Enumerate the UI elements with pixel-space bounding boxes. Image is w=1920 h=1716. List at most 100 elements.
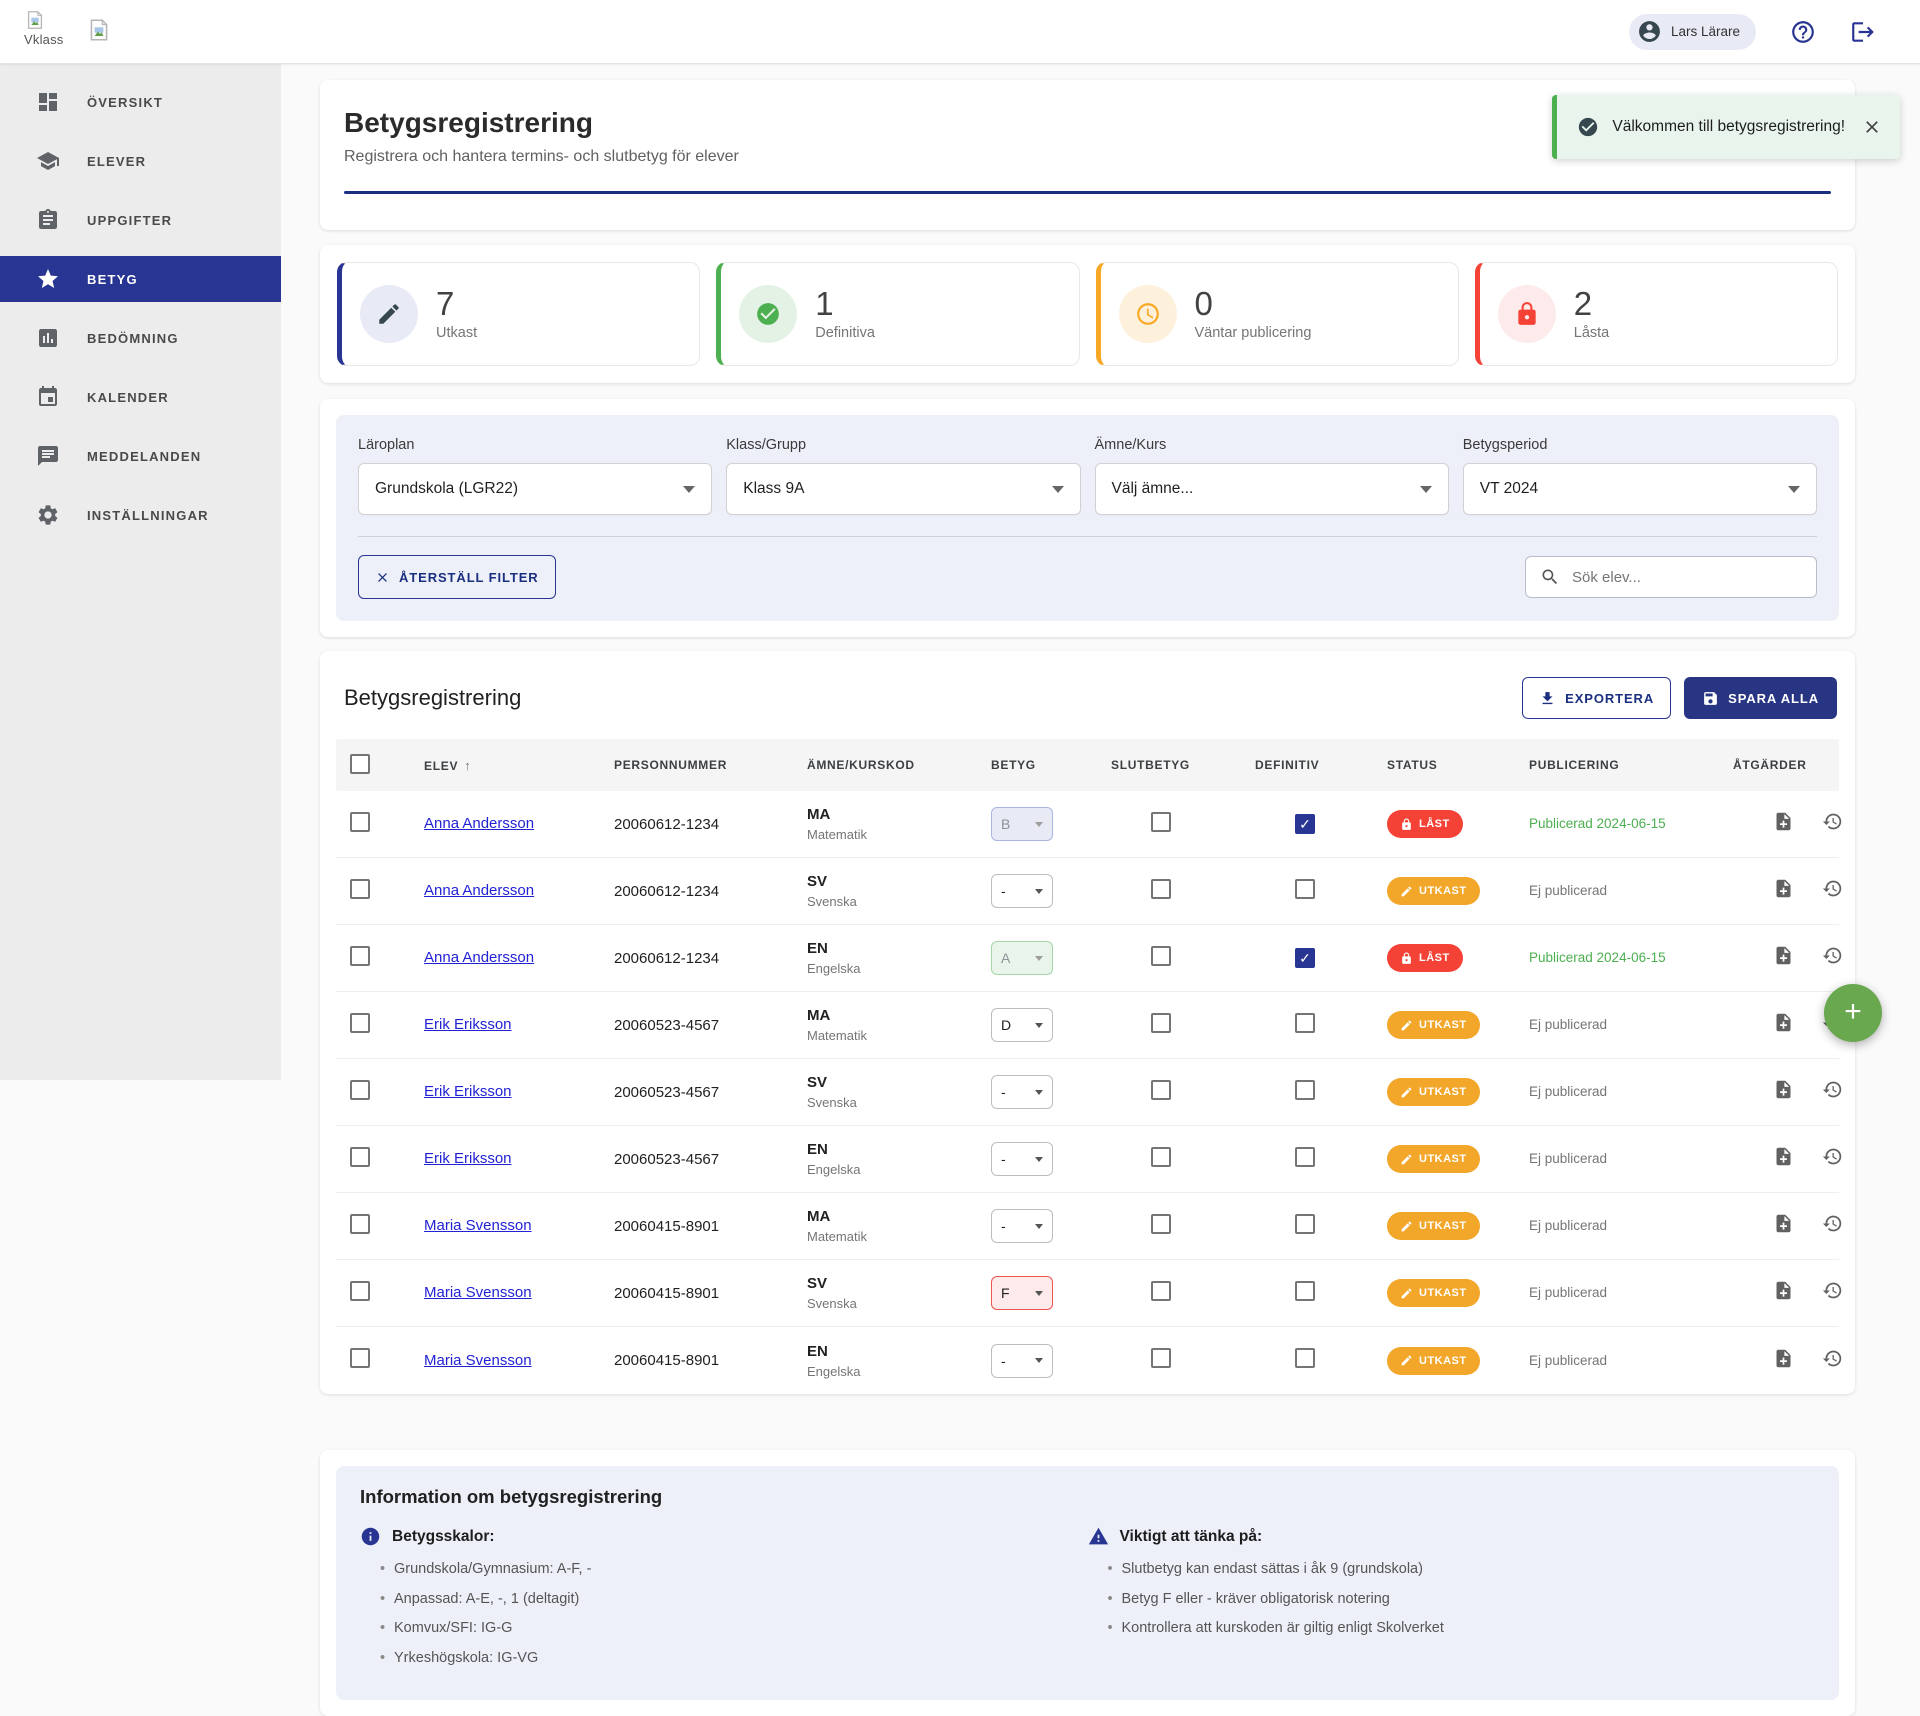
- sidebar-item-kalender[interactable]: KALENDER: [0, 374, 281, 420]
- grade-select[interactable]: B: [991, 807, 1053, 841]
- row-checkbox[interactable]: [350, 945, 370, 966]
- reset-filter-button[interactable]: ÅTERSTÄLL FILTER: [358, 555, 556, 599]
- grade-select[interactable]: -: [991, 1209, 1053, 1243]
- slutbetyg-checkbox[interactable]: [1151, 1280, 1171, 1301]
- student-link[interactable]: Anna Andersson: [424, 882, 535, 899]
- student-link[interactable]: Maria Svensson: [424, 1351, 532, 1369]
- student-link[interactable]: Anna Andersson: [424, 815, 535, 832]
- close-icon[interactable]: [1862, 117, 1882, 137]
- amne-kurs-select[interactable]: Välj ämne...: [1094, 463, 1449, 515]
- sidebar-item-installningar[interactable]: INSTÄLLNINGAR: [0, 492, 281, 538]
- row-checkbox[interactable]: [350, 1348, 370, 1368]
- note-add-button[interactable]: [1773, 1012, 1794, 1038]
- export-button[interactable]: EXPORTERA: [1522, 677, 1672, 719]
- publicering-text: Ej publicerad: [1529, 1151, 1608, 1166]
- history-button[interactable]: [1822, 878, 1843, 904]
- note-add-button[interactable]: [1773, 811, 1794, 837]
- sidebar-item-bedomning[interactable]: BEDÖMNING: [0, 315, 281, 361]
- user-menu[interactable]: Lars Lärare: [1628, 13, 1756, 50]
- row-checkbox[interactable]: [350, 1012, 370, 1033]
- laroplan-select[interactable]: Grundskola (LGR22): [358, 463, 713, 515]
- definitiv-checkbox[interactable]: [1295, 1213, 1315, 1234]
- note-add-button[interactable]: [1773, 1079, 1794, 1105]
- history-button[interactable]: [1822, 945, 1843, 971]
- note-add-button[interactable]: [1773, 878, 1794, 904]
- sidebar-item-oversikt[interactable]: ÖVERSIKT: [0, 79, 281, 125]
- note-add-button[interactable]: [1773, 945, 1794, 971]
- klass-grupp-select[interactable]: Klass 9A: [726, 463, 1081, 515]
- slutbetyg-checkbox[interactable]: [1151, 811, 1171, 832]
- student-link[interactable]: Erik Eriksson: [424, 1016, 512, 1033]
- search-icon: [1542, 569, 1558, 585]
- note-add-button[interactable]: [1773, 1213, 1794, 1239]
- history-button[interactable]: [1822, 1213, 1843, 1239]
- note-add-icon: [1776, 1080, 1791, 1099]
- help-icon[interactable]: [1790, 19, 1816, 45]
- sidebar-item-meddelanden[interactable]: MEDDELANDEN: [0, 433, 281, 479]
- slutbetyg-checkbox[interactable]: [1151, 878, 1171, 899]
- logout-icon[interactable]: [1850, 19, 1876, 45]
- row-checkbox[interactable]: [350, 1213, 370, 1234]
- history-button[interactable]: [1822, 1348, 1843, 1374]
- row-checkbox[interactable]: [350, 878, 370, 899]
- slutbetyg-checkbox[interactable]: [1151, 1213, 1171, 1234]
- definitiv-checkbox[interactable]: [1295, 1146, 1315, 1167]
- grade-select[interactable]: -: [991, 1075, 1053, 1109]
- chevron-down-icon: [1035, 1223, 1043, 1229]
- filter-card: Läroplan Grundskola (LGR22) Klass/Grupp …: [320, 399, 1855, 637]
- definitiv-checkbox[interactable]: [1295, 1079, 1315, 1100]
- sidebar-item-uppgifter[interactable]: UPPGIFTER: [0, 197, 281, 243]
- history-button[interactable]: [1822, 1079, 1843, 1105]
- page-subtitle: Registrera och hantera termins- och slut…: [344, 148, 739, 165]
- definitiv-checkbox[interactable]: [1295, 814, 1315, 834]
- slutbetyg-checkbox[interactable]: [1151, 1012, 1171, 1033]
- definitiv-checkbox[interactable]: [1295, 878, 1315, 899]
- row-checkbox[interactable]: [350, 1146, 370, 1167]
- column-header-amne-kurskod: ÄMNE/KURSKOD: [807, 758, 915, 772]
- history-button[interactable]: [1822, 1280, 1843, 1306]
- list-item: Kontrollera att kurskoden är giltig enli…: [1108, 1614, 1816, 1644]
- row-checkbox[interactable]: [350, 1280, 370, 1301]
- sidebar-item-elever[interactable]: ELEVER: [0, 138, 281, 184]
- student-link[interactable]: Anna Andersson: [424, 949, 535, 966]
- grade-select[interactable]: -: [991, 874, 1053, 908]
- student-link[interactable]: Maria Svensson: [424, 1217, 532, 1234]
- grade-select[interactable]: F: [991, 1276, 1053, 1310]
- chevron-down-icon: [1051, 485, 1064, 493]
- student-link[interactable]: Maria Svensson: [424, 1284, 532, 1301]
- plus-icon: +: [1844, 994, 1862, 1028]
- slutbetyg-checkbox[interactable]: [1151, 1079, 1171, 1100]
- row-checkbox[interactable]: [350, 811, 370, 832]
- definitiv-checkbox[interactable]: [1295, 1012, 1315, 1033]
- search-input[interactable]: [1570, 567, 1802, 587]
- grade-select[interactable]: D: [991, 1008, 1053, 1042]
- history-button[interactable]: [1822, 811, 1843, 837]
- grade-select[interactable]: -: [991, 1343, 1053, 1378]
- chevron-down-icon: [1035, 1022, 1043, 1028]
- betygsperiod-select[interactable]: VT 2024: [1462, 463, 1817, 515]
- note-add-button[interactable]: [1773, 1348, 1794, 1374]
- select-all-checkbox[interactable]: [350, 753, 370, 774]
- info-card: Information om betygsregistrering Betygs…: [320, 1450, 1855, 1716]
- student-link[interactable]: Erik Eriksson: [424, 1150, 512, 1167]
- grades-table-body: Anna Andersson 20060612-1234 MA Matemati…: [336, 791, 1842, 1394]
- note-add-button[interactable]: [1773, 1146, 1794, 1172]
- secondary-logo-broken-image-icon: [86, 17, 112, 43]
- chevron-down-icon: [1788, 485, 1800, 493]
- history-button[interactable]: [1822, 1146, 1843, 1172]
- note-add-button[interactable]: [1773, 1280, 1794, 1306]
- grade-select[interactable]: -: [991, 1142, 1053, 1176]
- save-all-button[interactable]: SPARA ALLA: [1684, 677, 1837, 719]
- definitiv-checkbox[interactable]: [1295, 1348, 1315, 1368]
- add-button[interactable]: +: [1824, 984, 1882, 1042]
- sidebar-item-betyg[interactable]: BETYG: [0, 256, 281, 302]
- row-checkbox[interactable]: [350, 1079, 370, 1100]
- student-link[interactable]: Erik Eriksson: [424, 1083, 512, 1100]
- column-header-elev[interactable]: ELEV ↑: [424, 757, 472, 773]
- slutbetyg-checkbox[interactable]: [1151, 1348, 1171, 1368]
- definitiv-checkbox[interactable]: [1295, 1280, 1315, 1301]
- slutbetyg-checkbox[interactable]: [1151, 945, 1171, 966]
- grade-select[interactable]: A: [991, 941, 1053, 975]
- definitiv-checkbox[interactable]: [1295, 948, 1315, 968]
- slutbetyg-checkbox[interactable]: [1151, 1146, 1171, 1167]
